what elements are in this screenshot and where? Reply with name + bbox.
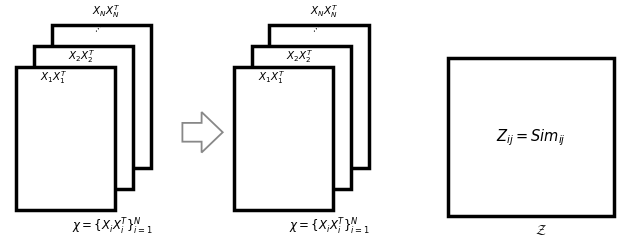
Text: $X_1 X_1^T$: $X_1 X_1^T$ (40, 69, 67, 86)
Bar (269, 25, 369, 168)
Bar (34, 46, 133, 189)
Text: $X_2 X_2^T$: $X_2 X_2^T$ (68, 48, 95, 65)
Bar (252, 46, 351, 189)
Bar (234, 67, 333, 210)
Text: $Z_{ij} = Sim_{ij}$: $Z_{ij} = Sim_{ij}$ (497, 127, 566, 147)
Text: $X_N X_N^T$: $X_N X_N^T$ (92, 3, 120, 20)
Bar (448, 58, 614, 216)
Bar (52, 25, 151, 168)
Text: $X_1 X_1^T$: $X_1 X_1^T$ (258, 69, 285, 86)
Text: $\cdots$: $\cdots$ (91, 21, 104, 34)
Text: $\chi = \{X_i X_i^T\}_{i=1}^N$: $\chi = \{X_i X_i^T\}_{i=1}^N$ (72, 217, 152, 237)
Bar (16, 67, 115, 210)
Text: $\chi = \{X_i X_i^T\}_{i=1}^N$: $\chi = \{X_i X_i^T\}_{i=1}^N$ (289, 217, 370, 237)
Text: $\cdots$: $\cdots$ (308, 21, 322, 34)
Text: $X_N X_N^T$: $X_N X_N^T$ (310, 3, 338, 20)
Text: $\mathcal{Z}$: $\mathcal{Z}$ (535, 223, 547, 237)
Polygon shape (182, 112, 223, 152)
Text: $X_2 X_2^T$: $X_2 X_2^T$ (285, 48, 313, 65)
